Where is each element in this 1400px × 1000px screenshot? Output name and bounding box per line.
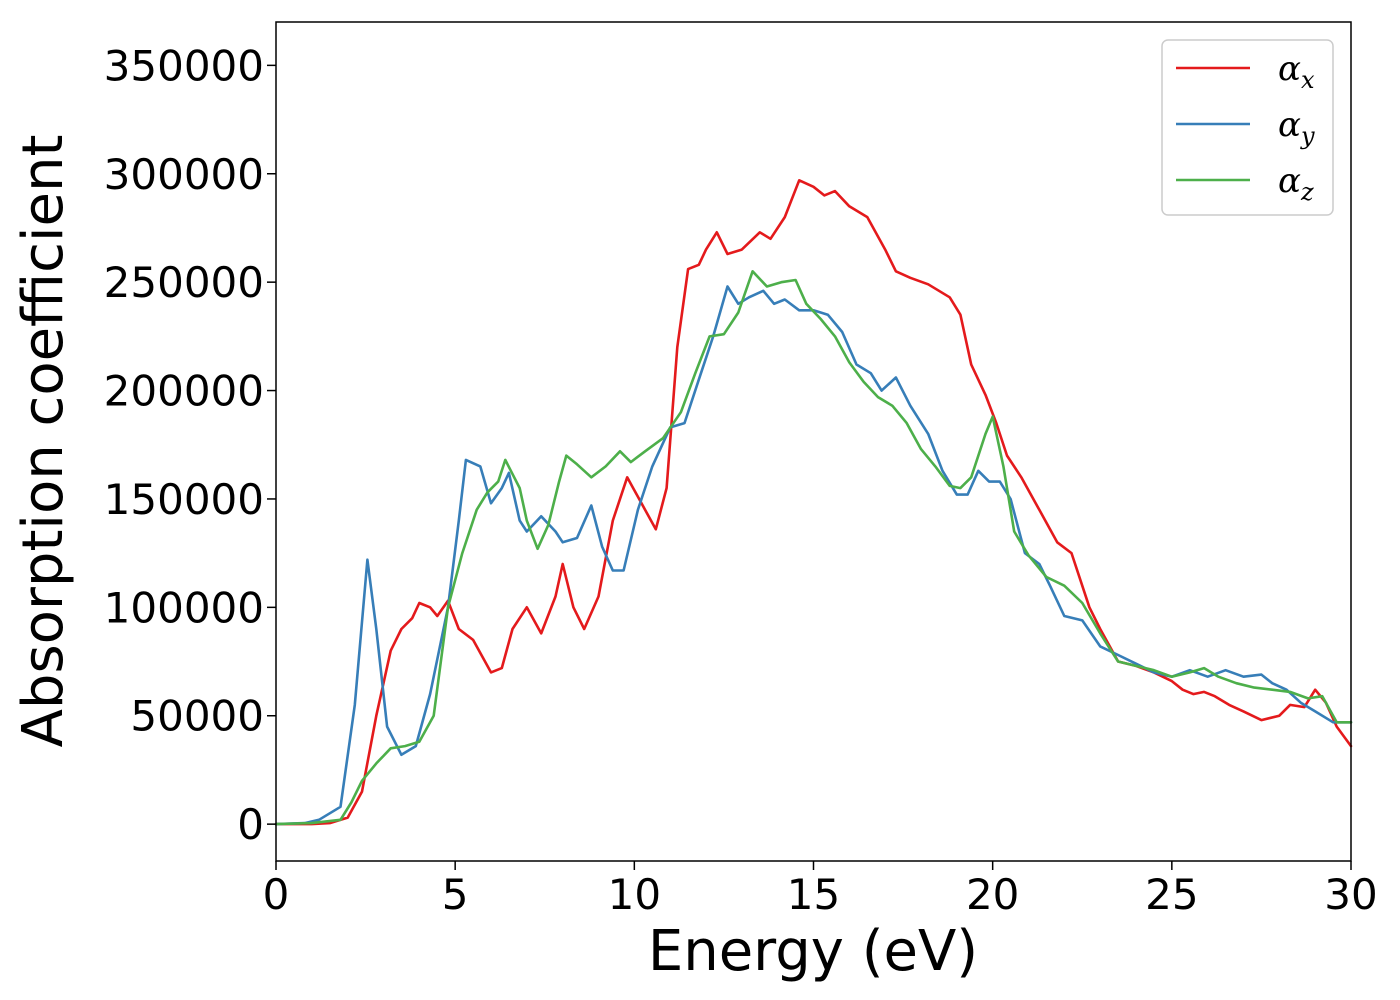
series-line-x: [274, 179, 1353, 826]
y-tick-label: 0: [237, 800, 264, 849]
series-line-y: [274, 285, 1353, 826]
y-tick-label: 50000: [130, 692, 264, 741]
legend-box: [1161, 39, 1334, 216]
y-tick-label: 350000: [104, 41, 264, 90]
series-line-z: [274, 270, 1353, 826]
x-tick-label: 15: [787, 870, 840, 919]
y-tick-label: 100000: [104, 583, 264, 632]
x-tick-label: 30: [1324, 870, 1377, 919]
legend-subscript-y: y: [1300, 122, 1315, 150]
legend-label-y: αy: [1278, 105, 1315, 150]
legend-subscript-x: x: [1301, 66, 1315, 94]
x-tick-label: 10: [608, 870, 661, 919]
y-tick-label: 300000: [104, 150, 264, 199]
y-tick-label: 250000: [104, 258, 264, 307]
x-axis: 0 5 10 15 20 25 30: [263, 861, 1378, 919]
x-tick-label: 20: [966, 870, 1019, 919]
y-axis: 0 50000 100000 150000 200000 250000 300000 3500…: [104, 41, 276, 849]
plot-lines: [274, 179, 1353, 826]
y-tick-label: 200000: [104, 367, 264, 416]
x-axis-label: Energy (eV): [648, 919, 978, 984]
legend-label-x: αx: [1278, 49, 1315, 94]
x-tick-label: 25: [1145, 870, 1198, 919]
legend-subscript-z: z: [1300, 178, 1314, 206]
x-tick-label: 5: [442, 870, 469, 919]
y-axis-label: Absorption coefficient: [11, 135, 76, 748]
x-tick-label: 0: [263, 870, 290, 919]
y-tick-label: 150000: [104, 475, 264, 524]
